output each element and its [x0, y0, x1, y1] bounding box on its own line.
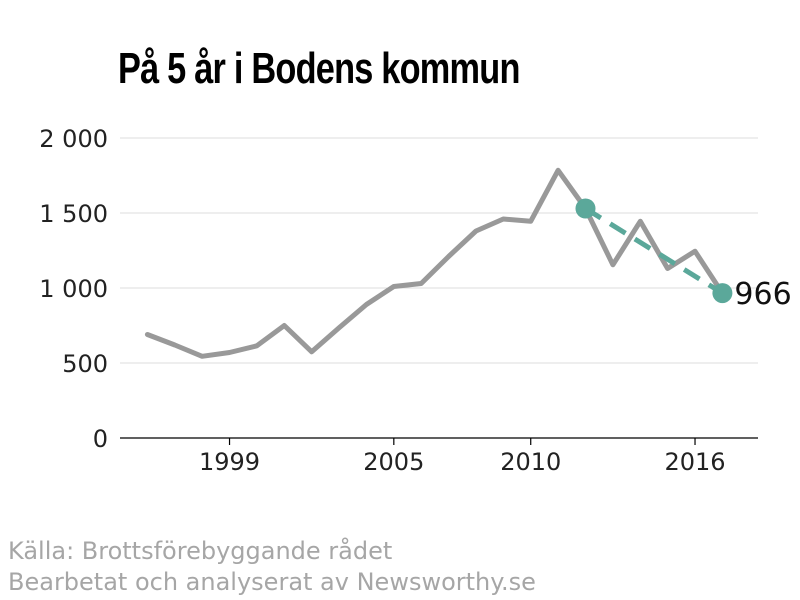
x-tick-label: 2005 — [363, 448, 424, 476]
y-tick-label: 0 — [93, 425, 108, 453]
gridlines — [120, 137, 758, 364]
x-tick-label: 2010 — [500, 448, 561, 476]
labels: 0 500 1 000 1 500 2 000 1999 2005 2010 2016 966 — [39, 125, 791, 476]
footer: Källa: Brottsförebyggande rådet Bearbeta… — [8, 536, 536, 598]
trend-point — [712, 283, 733, 304]
x-tick-label: 2016 — [664, 448, 725, 476]
x-tick-label: 1999 — [199, 448, 260, 476]
series — [144, 167, 733, 359]
y-tick-label: 1 500 — [39, 200, 108, 228]
credit-note: Bearbetat och analyserat av Newsworthy.s… — [8, 568, 536, 596]
line-chart: 0 500 1 000 1 500 2 000 1999 2005 2010 2016 966 — [39, 125, 791, 476]
trend-point — [575, 198, 596, 219]
y-tick-label: 2 000 — [39, 125, 108, 153]
y-tick-label: 1 000 — [39, 275, 108, 303]
source-note: Källa: Brottsförebyggande rådet — [8, 537, 393, 565]
end-value-label: 966 — [734, 277, 791, 312]
series-line-total — [144, 167, 725, 359]
y-tick-label: 500 — [62, 350, 108, 378]
axes — [120, 437, 758, 445]
chart-title: På 5 år i Bodens kommun — [118, 44, 520, 93]
